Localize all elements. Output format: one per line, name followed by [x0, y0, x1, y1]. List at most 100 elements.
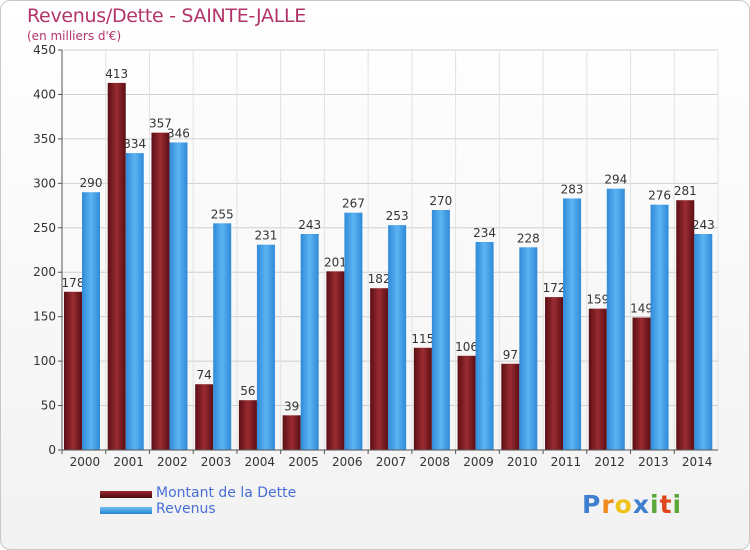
legend-label-revenus: Revenus	[156, 501, 216, 517]
x-tick-label: 2014	[682, 455, 713, 469]
data-label-revenus: 253	[386, 209, 409, 223]
bar-dette	[107, 82, 126, 450]
bar-revenus	[213, 223, 232, 450]
data-label-dette: 413	[105, 67, 128, 81]
bar-dette	[501, 363, 520, 450]
x-tick-label: 2007	[376, 455, 407, 469]
data-label-revenus: 243	[298, 218, 321, 232]
data-label-revenus: 228	[517, 231, 540, 245]
data-label-revenus: 267	[342, 197, 365, 211]
bar-dette	[632, 317, 651, 450]
bar-dette	[238, 400, 257, 450]
x-tick-label: 2006	[332, 455, 363, 469]
chart-subtitle: (en milliers d'€)	[27, 29, 122, 43]
x-tick-label: 2001	[113, 455, 144, 469]
data-label-dette: 74	[197, 368, 212, 382]
data-label-dette: 172	[543, 281, 566, 295]
logo-letter: P	[582, 490, 602, 519]
bar-revenus	[169, 142, 188, 450]
data-label-revenus: 346	[167, 126, 190, 140]
data-label-revenus: 276	[648, 189, 671, 203]
bar-dette	[588, 308, 607, 450]
y-tick-label: 150	[33, 310, 56, 324]
data-label-revenus: 231	[254, 229, 277, 243]
x-tick-label: 2010	[507, 455, 538, 469]
bar-revenus	[300, 234, 319, 450]
data-label-revenus: 334	[123, 137, 146, 151]
data-label-revenus: 270	[429, 194, 452, 208]
data-label-dette: 159	[586, 293, 609, 307]
data-label-dette: 201	[324, 255, 347, 269]
y-tick-label: 200	[33, 265, 56, 279]
x-tick-label: 2003	[201, 455, 232, 469]
bar-dette	[413, 347, 432, 450]
proxiti-logo: Proxiti	[582, 490, 682, 519]
bar-revenus	[650, 204, 669, 450]
data-label-dette: 97	[503, 348, 518, 362]
data-label-dette: 178	[62, 276, 85, 290]
legend-label-dette: Montant de la Dette	[156, 485, 297, 501]
data-label-revenus: 283	[561, 182, 584, 196]
data-label-dette: 149	[630, 302, 653, 316]
bar-dette	[195, 384, 214, 450]
x-tick-label: 2009	[463, 455, 494, 469]
bar-dette	[64, 291, 82, 450]
logo-letter: o	[614, 490, 633, 519]
data-label-dette: 115	[411, 332, 434, 346]
logo-letter: x	[632, 490, 650, 519]
logo-letter: r	[601, 490, 615, 519]
bar-revenus	[519, 247, 538, 450]
logo-letter: i	[650, 490, 660, 519]
x-tick-label: 2012	[594, 455, 625, 469]
x-tick-label: 2005	[288, 455, 319, 469]
bar-dette	[457, 355, 476, 450]
bar-revenus	[606, 188, 625, 450]
logo-letter: t	[659, 490, 673, 519]
bar-revenus	[125, 153, 144, 450]
bar-revenus	[256, 244, 275, 450]
bar-dette	[151, 132, 170, 450]
x-tick-label: 2008	[419, 455, 450, 469]
data-label-dette: 182	[368, 272, 391, 286]
legend-swatch-dette	[100, 491, 152, 498]
x-tick-label: 2004	[245, 455, 276, 469]
bar-revenus	[563, 198, 582, 450]
x-tick-label: 2000	[70, 455, 101, 469]
x-tick-label: 2013	[638, 455, 669, 469]
bar-revenus	[431, 210, 450, 450]
logo-letter: i	[672, 490, 683, 519]
y-tick-label: 400	[33, 87, 56, 101]
data-label-revenus: 234	[473, 226, 496, 240]
y-tick-label: 50	[41, 399, 56, 413]
data-label-revenus: 290	[80, 176, 103, 190]
bar-revenus	[475, 242, 494, 450]
y-tick-label: 0	[48, 443, 56, 457]
bar-revenus	[694, 234, 713, 450]
data-label-revenus: 294	[604, 173, 627, 187]
bar-dette	[676, 200, 695, 450]
y-tick-label: 350	[33, 132, 56, 146]
data-label-revenus: 243	[692, 218, 715, 232]
bar-dette	[370, 288, 389, 450]
data-label-revenus: 255	[211, 207, 234, 221]
x-tick-label: 2011	[551, 455, 582, 469]
data-label-dette: 39	[284, 399, 299, 413]
x-tick-label: 2002	[157, 455, 188, 469]
bar-revenus	[388, 225, 407, 450]
bar-dette	[326, 271, 345, 450]
bar-dette	[282, 415, 301, 450]
bar-dette	[545, 297, 564, 450]
y-tick-label: 300	[33, 176, 56, 190]
data-label-dette: 281	[674, 184, 697, 198]
bar-revenus	[344, 212, 363, 450]
data-label-dette: 357	[149, 117, 172, 131]
data-label-dette: 56	[240, 384, 255, 398]
chart-title: Revenus/Dette - SAINTE-JALLE	[27, 5, 306, 27]
y-tick-label: 450	[33, 43, 56, 57]
legend-swatch-revenus	[100, 507, 152, 514]
data-label-dette: 106	[455, 340, 478, 354]
bar-revenus	[82, 192, 100, 450]
y-tick-label: 250	[33, 221, 56, 235]
y-tick-label: 100	[33, 354, 56, 368]
